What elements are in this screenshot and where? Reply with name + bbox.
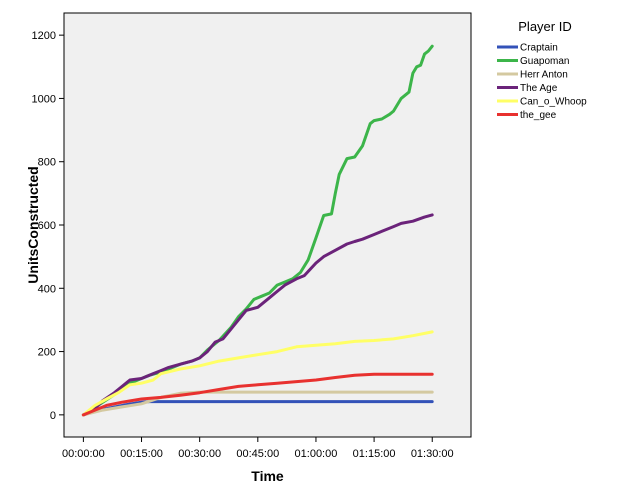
x-axis-title: Time [251,468,284,484]
y-tick-label: 600 [38,220,56,232]
series-line-herr-anton [81,390,434,417]
y-axis-title: UnitsConstructed [25,166,41,283]
legend-label: Guapoman [520,56,569,67]
legend-label: Herr Anton [520,70,568,81]
y-tick-label: 800 [38,157,56,169]
series-lines [81,44,434,417]
y-axis: 0 200 400 600 800 1000 1200 [32,30,64,422]
x-tick-label: 00:30:00 [178,448,221,460]
y-tick-label: 1200 [32,30,56,42]
series-line-the-age [81,213,434,417]
x-tick-label: 00:15:00 [120,448,163,460]
plot-area [63,12,472,438]
y-tick-label: 1000 [32,93,56,105]
x-tick-label: 01:15:00 [353,448,396,460]
x-tick-label: 00:00:00 [62,448,105,460]
series-line-can-o-whoop [81,330,434,417]
series-line-the-gee [81,372,434,417]
x-tick-label: 00:45:00 [236,448,279,460]
legend-label: Craptain [520,43,558,54]
y-tick-label: 0 [50,410,56,422]
x-axis: 00:00:00 00:15:00 00:30:00 00:45:00 01:00:00… [62,437,454,460]
y-tick-label: 200 [38,347,56,359]
legend: Player ID Craptain Guapoman Herr Anton The … [497,19,587,121]
y-tick-label: 400 [38,283,56,295]
x-tick-label: 01:00:00 [295,448,338,460]
legend-label: Can_o_Whoop [520,97,587,108]
legend-title: Player ID [518,19,571,34]
x-tick-label: 01:30:00 [411,448,454,460]
legend-label: the_gee [520,110,557,121]
legend-label: The Age [520,83,558,94]
